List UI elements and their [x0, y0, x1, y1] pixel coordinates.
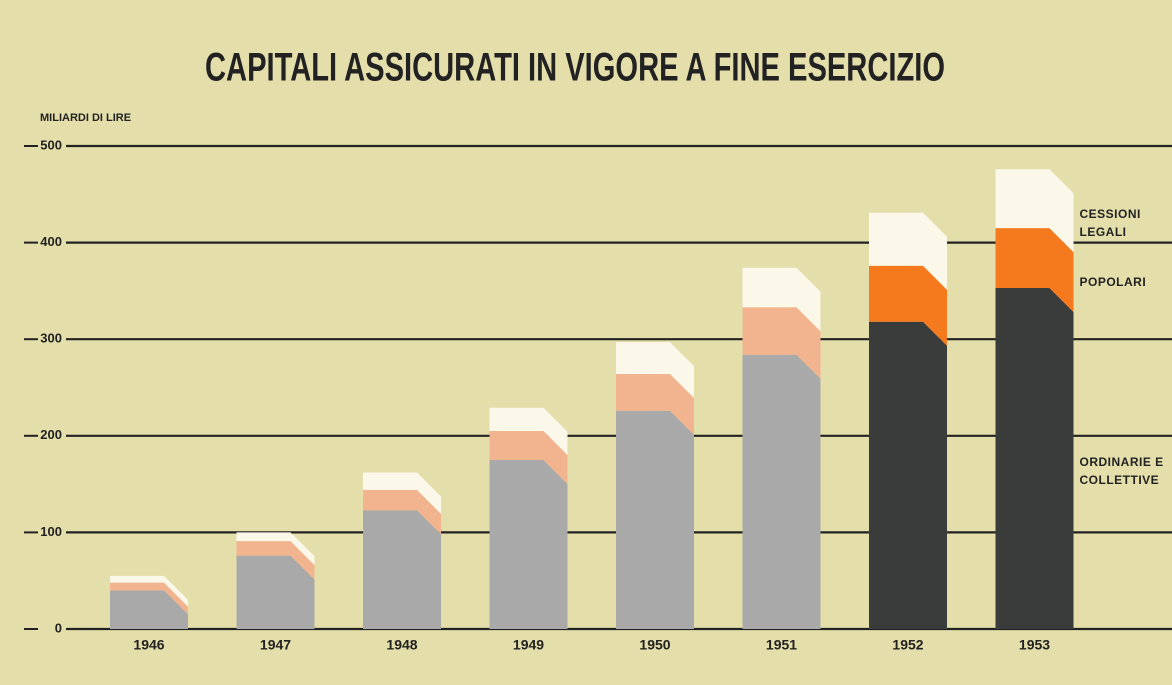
- bar-segment: [616, 410, 694, 629]
- bar-segment: [489, 431, 568, 484]
- chart-title: CAPITALI ASSICURATI IN VIGORE A FINE ESE…: [205, 46, 945, 90]
- y-tick-label: 100: [40, 524, 62, 539]
- y-tick-label: 300: [40, 331, 62, 346]
- bar-segment: [995, 288, 1074, 629]
- bar-segment: [869, 321, 947, 629]
- bar-segment: [742, 267, 821, 332]
- legend-label: POPOLARI: [1079, 275, 1147, 290]
- bar-segment: [236, 541, 315, 580]
- bar-segment: [869, 265, 947, 346]
- bar-segment: [363, 489, 441, 535]
- bar-segment: [616, 374, 694, 435]
- bar-segment: [995, 228, 1074, 312]
- y-tick-label: 500: [40, 137, 62, 152]
- x-tick-label: 1952: [892, 637, 923, 653]
- bar-segment: [236, 555, 315, 629]
- bar-segment: [363, 510, 441, 629]
- x-tick-label: 1951: [766, 637, 797, 653]
- x-tick-label: 1953: [1019, 637, 1050, 653]
- bar-segment: [742, 354, 821, 629]
- y-tick-label: 400: [40, 234, 62, 249]
- bar-segment: [110, 582, 188, 615]
- legend-label: ORDINARIE E COLLETTIVE: [1079, 454, 1164, 487]
- x-tick-label: 1948: [386, 637, 417, 653]
- bar-segment: [489, 407, 568, 455]
- bar-segment: [869, 212, 947, 290]
- bar-segment: [236, 532, 315, 566]
- bar-segment: [363, 472, 441, 514]
- bar-segment: [742, 307, 821, 379]
- bar-segment: [616, 342, 694, 398]
- bar-segment: [489, 460, 568, 629]
- x-tick-label: 1946: [133, 637, 164, 653]
- bar-segment: [110, 590, 188, 629]
- x-tick-label: 1947: [260, 637, 291, 653]
- bar-segment: [110, 575, 188, 607]
- bar-segment: [995, 169, 1074, 253]
- x-tick-label: 1950: [639, 637, 670, 653]
- y-tick-label: 200: [40, 427, 62, 442]
- x-tick-label: 1949: [513, 637, 544, 653]
- y-tick-label: 0: [55, 620, 62, 635]
- legend-label: CESSIONI LEGALI: [1079, 206, 1141, 239]
- y-axis-label: MILIARDI DI LIRE: [40, 112, 131, 124]
